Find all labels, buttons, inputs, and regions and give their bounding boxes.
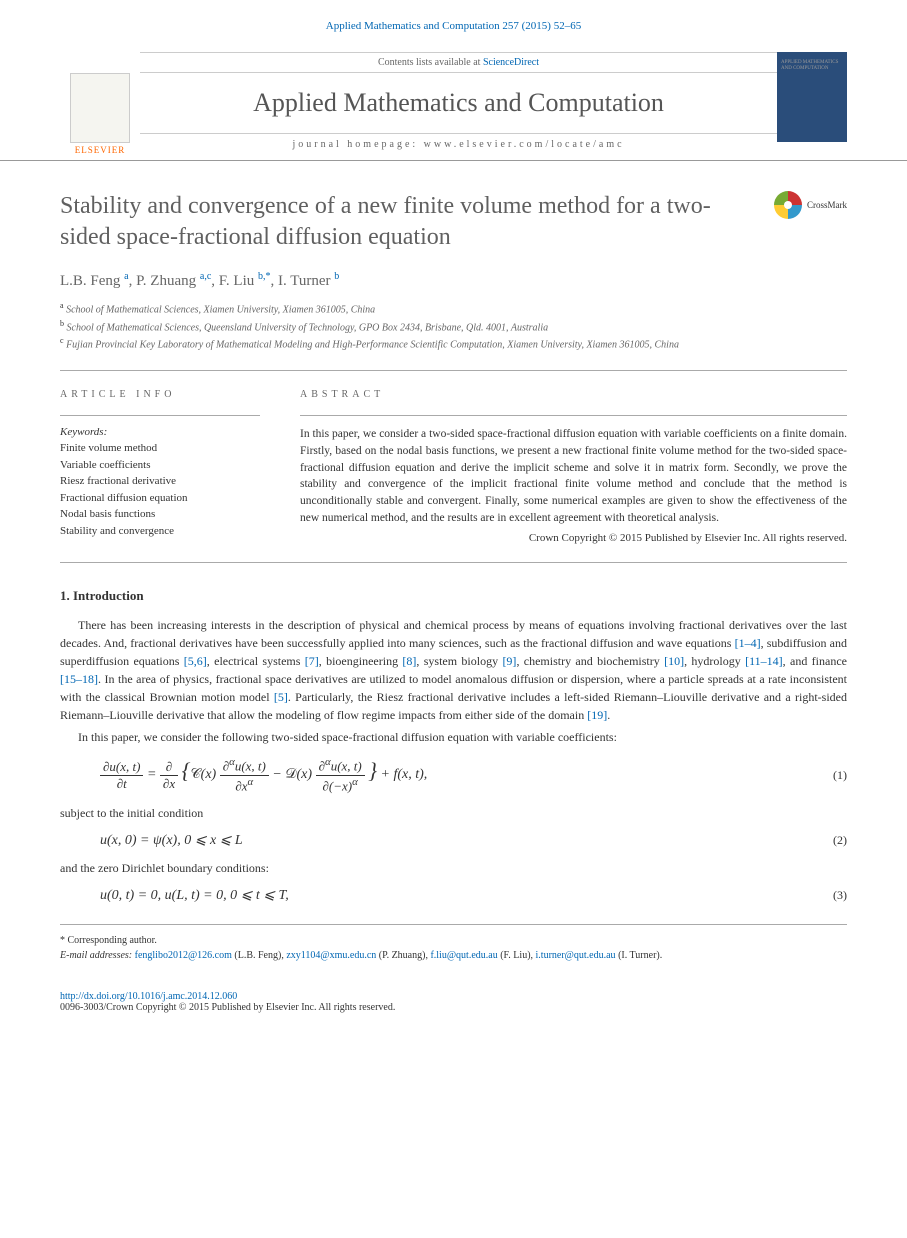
contents-line: Contents lists available at ScienceDirec… bbox=[140, 52, 777, 73]
article-info-label: ARTICLE INFO bbox=[60, 389, 260, 400]
page-footer: http://dx.doi.org/10.1016/j.amc.2014.12.… bbox=[0, 983, 907, 1033]
info-divider bbox=[60, 415, 260, 416]
divider bbox=[60, 370, 847, 371]
email-link[interactable]: i.turner@qut.edu.au bbox=[536, 950, 616, 961]
citation-link[interactable]: [1–4] bbox=[735, 636, 761, 650]
homepage-line: journal homepage: www.elsevier.com/locat… bbox=[140, 133, 777, 150]
citation-link[interactable]: [8] bbox=[402, 654, 416, 668]
divider bbox=[60, 562, 847, 563]
equation-1-content: ∂u(x, t)∂t = ∂∂x {𝒞(x) ∂αu(x, t)∂xα − 𝒟(… bbox=[100, 756, 807, 794]
equation-3: u(0, t) = 0, u(L, t) = 0, 0 ⩽ t ⩽ T, (3) bbox=[60, 887, 847, 904]
elsevier-tree-icon bbox=[70, 73, 130, 143]
email-link[interactable]: zxy1104@xmu.edu.cn bbox=[286, 950, 376, 961]
homepage-url: www.elsevier.com/locate/amc bbox=[424, 139, 625, 150]
sciencedirect-link[interactable]: ScienceDirect bbox=[483, 57, 539, 68]
abstract-text: In this paper, we consider a two-sided s… bbox=[300, 426, 847, 526]
cover-text: APPLIED MATHEMATICS AND COMPUTATION bbox=[777, 52, 847, 80]
citation-link[interactable]: [5,6] bbox=[184, 654, 207, 668]
journal-cover-icon: APPLIED MATHEMATICS AND COMPUTATION bbox=[777, 52, 847, 142]
journal-name: Applied Mathematics and Computation bbox=[140, 88, 777, 118]
masthead-center: Contents lists available at ScienceDirec… bbox=[140, 42, 777, 160]
citation-link[interactable]: [19] bbox=[587, 708, 607, 722]
equation-2-intro: subject to the initial condition bbox=[60, 804, 847, 822]
equation-2-content: u(x, 0) = ψ(x), 0 ⩽ x ⩽ L bbox=[100, 832, 807, 849]
citation-link[interactable]: [15–18] bbox=[60, 672, 98, 686]
authors: L.B. Feng a, P. Zhuang a,c, F. Liu b,*, … bbox=[60, 271, 847, 290]
citation-link[interactable]: [7] bbox=[305, 654, 319, 668]
intro-paragraph-2: In this paper, we consider the following… bbox=[60, 728, 847, 746]
citation-link[interactable]: Applied Mathematics and Computation 257 … bbox=[326, 20, 581, 32]
corresponding-author: * Corresponding author. bbox=[60, 933, 847, 948]
issn-copyright: 0096-3003/Crown Copyright © 2015 Publish… bbox=[60, 1002, 395, 1013]
running-header: Applied Mathematics and Computation 257 … bbox=[0, 0, 907, 32]
abstract-column: ABSTRACT In this paper, we consider a tw… bbox=[300, 389, 847, 544]
affiliations: a School of Mathematical Sciences, Xiame… bbox=[60, 300, 847, 352]
article-info-column: ARTICLE INFO Keywords: Finite volume met… bbox=[60, 389, 260, 544]
masthead: ELSEVIER Contents lists available at Sci… bbox=[0, 32, 907, 161]
doi-link[interactable]: http://dx.doi.org/10.1016/j.amc.2014.12.… bbox=[60, 991, 237, 1002]
crossmark-label: CrossMark bbox=[807, 200, 847, 210]
equation-3-number: (3) bbox=[807, 888, 847, 903]
equation-3-intro: and the zero Dirichlet boundary conditio… bbox=[60, 859, 847, 877]
crossmark-icon bbox=[774, 191, 802, 219]
citation-link[interactable]: [9] bbox=[502, 654, 516, 668]
footnotes: * Corresponding author. E-mail addresses… bbox=[60, 924, 847, 963]
citation-link[interactable]: [11–14] bbox=[745, 654, 783, 668]
email-link[interactable]: fenglibo2012@126.com bbox=[135, 950, 232, 961]
homepage-prefix: journal homepage: bbox=[292, 139, 423, 150]
publisher-logo: ELSEVIER bbox=[60, 42, 140, 160]
intro-paragraph-1: There has been increasing interests in t… bbox=[60, 616, 847, 724]
equation-1-number: (1) bbox=[807, 768, 847, 783]
equation-3-content: u(0, t) = 0, u(L, t) = 0, 0 ⩽ t ⩽ T, bbox=[100, 887, 807, 904]
equation-2-number: (2) bbox=[807, 833, 847, 848]
crossmark-badge[interactable]: CrossMark bbox=[774, 191, 847, 219]
publisher-name: ELSEVIER bbox=[75, 145, 126, 155]
contents-prefix: Contents lists available at bbox=[378, 57, 483, 68]
keywords-list: Finite volume methodVariable coefficient… bbox=[60, 440, 260, 539]
article-title: Stability and convergence of a new finit… bbox=[60, 191, 754, 253]
citation-link[interactable]: [5] bbox=[274, 690, 288, 704]
email-link[interactable]: f.liu@qut.edu.au bbox=[430, 950, 497, 961]
equation-2: u(x, 0) = ψ(x), 0 ⩽ x ⩽ L (2) bbox=[60, 832, 847, 849]
section-heading-intro: 1. Introduction bbox=[60, 588, 847, 604]
equation-1: ∂u(x, t)∂t = ∂∂x {𝒞(x) ∂αu(x, t)∂xα − 𝒟(… bbox=[60, 756, 847, 794]
keywords-label: Keywords: bbox=[60, 426, 260, 438]
citation-link[interactable]: [10] bbox=[664, 654, 684, 668]
email-addresses: E-mail addresses: fenglibo2012@126.com (… bbox=[60, 948, 847, 963]
abstract-label: ABSTRACT bbox=[300, 389, 847, 400]
abstract-divider bbox=[300, 415, 847, 416]
abstract-copyright: Crown Copyright © 2015 Published by Else… bbox=[300, 532, 847, 544]
